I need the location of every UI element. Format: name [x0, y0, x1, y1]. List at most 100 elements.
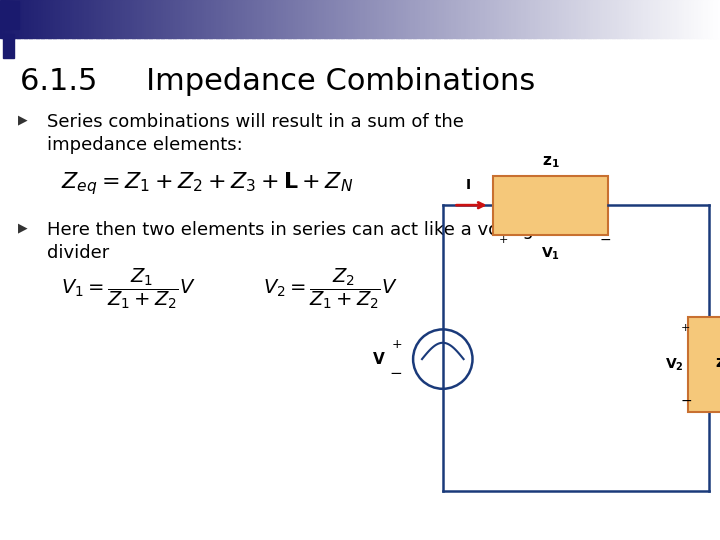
Bar — [171, 0, 174, 38]
Bar — [77, 0, 80, 38]
Bar — [182, 0, 186, 38]
Bar — [446, 0, 449, 38]
Bar — [290, 0, 294, 38]
Bar — [197, 0, 200, 38]
Bar — [531, 0, 534, 38]
Bar — [336, 0, 339, 38]
Bar — [715, 0, 719, 38]
Bar — [650, 0, 654, 38]
Bar — [619, 0, 622, 38]
Bar — [38, 0, 42, 38]
Text: $\mathbf{V_1}$: $\mathbf{V_1}$ — [541, 246, 560, 262]
Bar — [475, 0, 478, 38]
Bar — [439, 0, 442, 38]
Bar — [358, 0, 361, 38]
Bar — [0, 0, 3, 38]
Bar — [495, 0, 498, 38]
Bar — [670, 0, 672, 38]
Bar — [581, 0, 584, 38]
Bar — [549, 0, 553, 38]
Bar — [50, 0, 53, 38]
Bar — [634, 0, 636, 38]
Bar — [693, 0, 697, 38]
Bar — [542, 0, 546, 38]
Text: $\mathbf{V}$: $\mathbf{V}$ — [372, 351, 386, 367]
Bar — [600, 0, 603, 38]
Bar — [413, 0, 416, 38]
Bar — [12, 0, 15, 38]
Bar — [605, 0, 608, 38]
Bar — [387, 0, 390, 38]
Bar — [300, 0, 303, 38]
Bar — [36, 0, 39, 38]
Bar — [96, 0, 99, 38]
Bar — [173, 0, 176, 38]
Bar — [562, 0, 564, 38]
Text: Here then two elements in series can act like a voltage: Here then two elements in series can act… — [47, 221, 544, 239]
Bar — [245, 0, 248, 38]
Bar — [14, 0, 17, 38]
Bar — [410, 0, 413, 38]
Bar — [103, 0, 107, 38]
Bar — [703, 0, 706, 38]
Bar — [310, 0, 312, 38]
Bar — [115, 0, 118, 38]
Bar — [315, 0, 318, 38]
Bar — [487, 0, 490, 38]
Bar — [74, 0, 78, 38]
Bar — [423, 0, 426, 38]
Bar — [185, 0, 188, 38]
Bar — [629, 0, 632, 38]
Text: +: + — [392, 338, 402, 351]
Bar — [214, 0, 217, 38]
Bar — [161, 0, 164, 38]
Bar — [415, 0, 418, 38]
Text: $\mathbf{V_2}$: $\mathbf{V_2}$ — [665, 356, 684, 373]
Bar — [391, 0, 395, 38]
Bar — [657, 0, 661, 38]
Bar — [552, 0, 555, 38]
Bar — [259, 0, 262, 38]
Bar — [372, 0, 375, 38]
Bar — [125, 0, 128, 38]
Bar — [677, 0, 680, 38]
Bar — [326, 0, 330, 38]
Bar — [254, 0, 258, 38]
Bar — [480, 0, 483, 38]
Bar — [382, 0, 384, 38]
Bar — [569, 0, 572, 38]
Bar — [156, 0, 159, 38]
Bar — [603, 0, 606, 38]
Bar — [355, 0, 359, 38]
Bar — [194, 0, 197, 38]
Bar — [163, 0, 166, 38]
Bar — [401, 0, 404, 38]
Bar — [459, 0, 462, 38]
Bar — [362, 0, 366, 38]
Bar — [216, 0, 219, 38]
Bar — [511, 0, 514, 38]
Bar — [477, 0, 481, 38]
Bar — [151, 0, 154, 38]
Bar — [377, 0, 380, 38]
Bar — [607, 0, 611, 38]
Bar — [70, 0, 73, 38]
Bar — [79, 0, 82, 38]
Bar — [19, 0, 22, 38]
Bar — [279, 0, 282, 38]
Bar — [144, 0, 147, 38]
Bar — [641, 0, 644, 38]
Bar — [578, 0, 582, 38]
Bar — [286, 0, 289, 38]
Bar — [189, 0, 193, 38]
Bar — [106, 0, 109, 38]
Bar — [706, 0, 708, 38]
Bar — [708, 0, 711, 38]
Bar — [617, 0, 620, 38]
Bar — [513, 0, 517, 38]
Bar — [142, 0, 145, 38]
Bar — [252, 0, 255, 38]
Bar — [180, 0, 183, 38]
Bar — [533, 0, 536, 38]
Bar — [614, 0, 618, 38]
